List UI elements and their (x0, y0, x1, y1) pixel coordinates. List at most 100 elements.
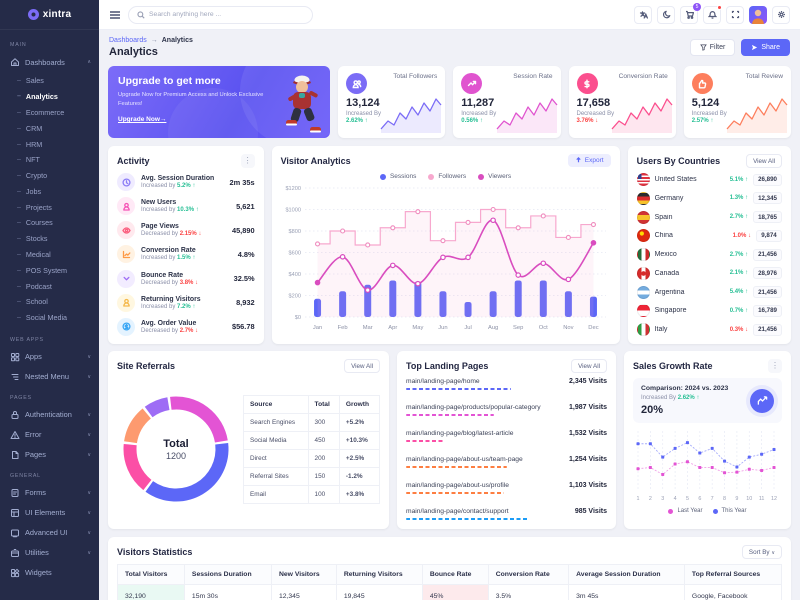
activity-menu-button[interactable]: ⋮ (240, 154, 255, 168)
sidebar-item-error[interactable]: Error ∨ (0, 425, 99, 445)
activity-row-main: New Users Increased by 10.3% ↑ (141, 199, 230, 213)
breadcrumb-current: Analytics (161, 37, 193, 44)
activity-row-conversion-rate: Conversion Rate Increased by 1.5% ↑ 4.8% (117, 245, 255, 264)
followers-icon (346, 73, 367, 94)
countries-view-all-button[interactable]: View All (746, 154, 782, 168)
cart-button[interactable]: 5 (680, 2, 701, 24)
stats-cell: 32,190 (117, 584, 185, 600)
search-box[interactable] (128, 5, 313, 24)
activity-metric-name: Avg. Session Duration (141, 175, 215, 182)
activity-metric-name: Page Views (141, 223, 179, 231)
landing-page-row: main/landing-page/contact/support 985 Vis… (406, 508, 607, 520)
search-input[interactable] (149, 11, 304, 18)
sidebar-item-authentication[interactable]: Authentication ∨ (0, 405, 99, 425)
dollar-icon (117, 317, 135, 336)
sidebar-item-projects[interactable]: – Projects (0, 199, 99, 215)
landing-page-row: main/landing-page/products/popular-categ… (406, 404, 607, 416)
grid-icon (10, 352, 20, 362)
language-button[interactable] (634, 5, 652, 24)
activity-metric-change: Increased by 1.5% ↑ (141, 255, 196, 262)
breadcrumb-parent-link[interactable]: Dashboards (109, 37, 147, 44)
chevron-down-icon: ∨ (87, 549, 91, 556)
sidebar-item-ui-elements[interactable]: UI Elements ∨ (0, 503, 99, 523)
chart-line-icon-button[interactable] (750, 388, 774, 413)
sidebar-item-medical[interactable]: – Medical (0, 247, 99, 263)
sidebar-section-label: Web Apps (10, 336, 44, 343)
country-percent: 5.1% ↑ (729, 176, 749, 183)
sidebar-item-pages[interactable]: Pages ∨ (0, 445, 99, 465)
hamburger-menu-button[interactable] (109, 9, 121, 21)
sidebar-item-apps[interactable]: Apps ∨ (0, 347, 99, 367)
sidebar-item-forms[interactable]: Forms ∨ (0, 483, 99, 503)
topbar: 5 (99, 0, 800, 30)
sidebar-item-ecommerce[interactable]: – Ecommerce (0, 105, 99, 121)
flag-icon-it (636, 323, 650, 336)
sidebar-item-label: Nested Menu (25, 372, 69, 381)
stats-cell: Google, Facebook (683, 584, 783, 600)
filter-button[interactable]: Filter (689, 39, 736, 56)
referral-source: Social Media (243, 430, 309, 450)
advanced-ui-icon (10, 528, 20, 538)
stats-cell: 45% (421, 584, 489, 600)
sidebar-item-podcast[interactable]: – Podcast (0, 278, 99, 294)
upgrade-now-link[interactable]: Upgrade Now→ (118, 116, 167, 124)
referrals-view-all-button[interactable]: View All (344, 359, 380, 373)
page-head-left: Dashboards → Analytics Analytics (109, 37, 193, 58)
sales-growth-menu-button[interactable]: ⋮ (768, 359, 782, 373)
fullscreen-button[interactable] (726, 5, 744, 24)
landing-page-line: main/landing-page/contact/support 985 Vis… (406, 508, 607, 515)
app-logo[interactable]: xintra (0, 0, 99, 30)
stat-card-top: Total Followers (346, 73, 437, 94)
stat-card-value: 11,287 (461, 97, 495, 109)
user-icon (117, 293, 135, 312)
svg-text:$200: $200 (288, 294, 300, 300)
svg-text:11: 11 (759, 496, 765, 502)
sidebar-item-crypto[interactable]: – Crypto (0, 168, 99, 184)
sidebar-item-stocks[interactable]: – Stocks (0, 231, 99, 247)
user-avatar[interactable] (749, 5, 767, 24)
country-name: Canada (654, 269, 680, 277)
svg-text:8: 8 (723, 496, 726, 502)
sidebar-item-crm[interactable]: – CRM (0, 120, 99, 136)
sidebar-item-sales[interactable]: – Sales (0, 73, 99, 89)
stat-card-label: Total Followers (393, 73, 438, 80)
sidebar-item-hrm[interactable]: – HRM (0, 136, 99, 152)
sidebar-item-nft[interactable]: – NFT (0, 152, 99, 168)
home-icon (10, 57, 20, 67)
sidebar-item-social-media[interactable]: – Social Media (0, 310, 99, 326)
sidebar-item-nested-menu[interactable]: Nested Menu ∨ (0, 367, 99, 387)
svg-text:2: 2 (649, 496, 652, 502)
stat-card-total-followers: Total Followers 13,124 Increased By 2.62% ↑ (338, 66, 446, 138)
submenu-dash: – (17, 156, 21, 164)
sidebar-item-pos-system[interactable]: – POS System (0, 262, 99, 278)
share-button[interactable]: Share (741, 39, 790, 56)
sidebar-item-courses[interactable]: – Courses (0, 215, 99, 231)
sidebar-item-dashboards[interactable]: Dashboards ∧ (0, 52, 99, 72)
cart-badge: 5 (693, 2, 701, 11)
chart-legend: Sessions Followers Viewers (272, 172, 620, 182)
dark-mode-button[interactable] (657, 5, 675, 24)
countries-title: Users By Countries (636, 156, 721, 166)
visitor-analytics-panel: Visitor Analytics Export Sessions Followe… (271, 146, 620, 344)
notifications-button[interactable] (703, 4, 722, 24)
country-row-mexico: Mexico 2.7% ↑ 21,456 (636, 248, 782, 261)
landing-page-path: main/landing-page/about-us/team-page (406, 456, 523, 463)
settings-button[interactable] (772, 5, 790, 24)
sidebar-item-utilities[interactable]: Utilities ∨ (0, 543, 99, 563)
sidebar-item-widgets[interactable]: Widgets (0, 563, 99, 583)
country-name: Singapore (654, 307, 687, 315)
svg-text:7: 7 (711, 496, 714, 502)
sidebar-item-advanced-ui[interactable]: Advanced UI ∨ (0, 523, 99, 543)
activity-panel: Activity ⋮ Avg. Session Duration Increase… (108, 146, 264, 344)
activity-row-bounce-rate: Bounce Rate Decreased by 3.8% ↓ 32.5% (117, 269, 255, 288)
sidebar: xintra Main Dashboards ∧ – Sales – Analytics – E… (0, 0, 99, 600)
sidebar-item-school[interactable]: – School (0, 294, 99, 310)
activity-metric-name: Bounce Rate (141, 271, 184, 279)
activity-metric-name: Returning Visitors (141, 295, 201, 303)
sidebar-item-jobs[interactable]: – Jobs (0, 183, 99, 199)
sidebar-item-analytics[interactable]: – Analytics (0, 89, 99, 105)
landing-view-all-button[interactable]: View All (571, 359, 607, 373)
sort-by-button[interactable]: Sort By ∨ (741, 545, 782, 559)
export-button[interactable]: Export (567, 154, 611, 167)
